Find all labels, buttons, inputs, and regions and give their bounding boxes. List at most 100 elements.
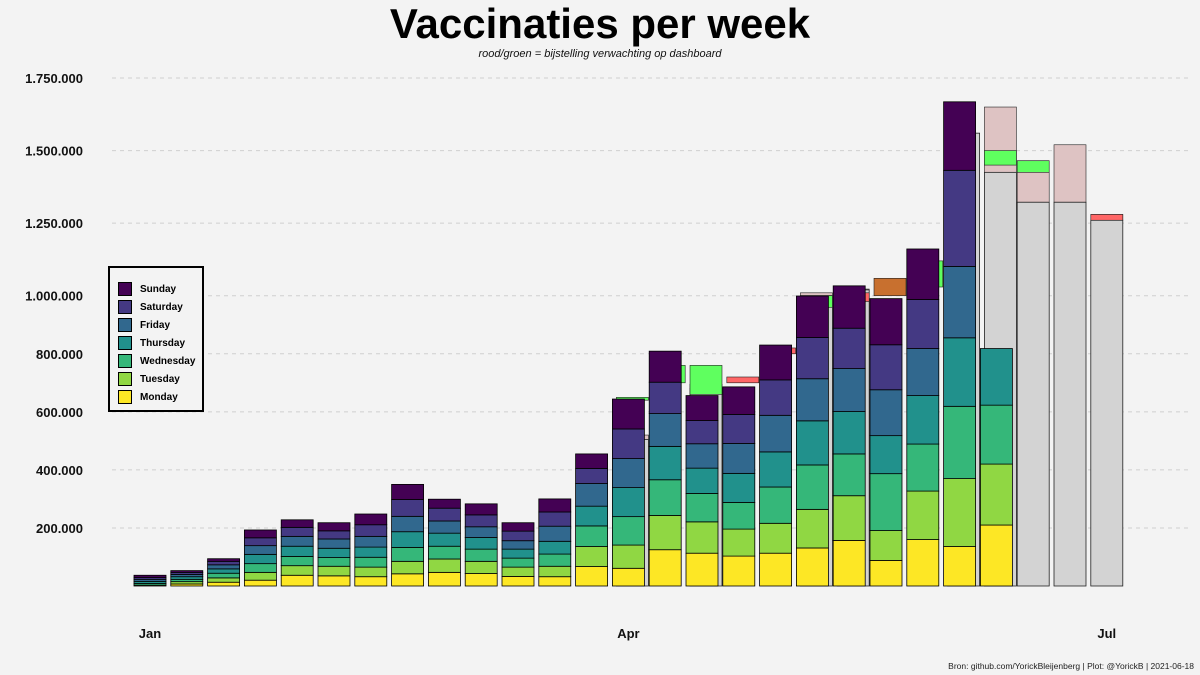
x-tick-label: Jan xyxy=(139,626,161,641)
bar-segment-monday xyxy=(722,555,756,587)
bar-segment-saturday xyxy=(391,499,425,517)
bar-segment-saturday xyxy=(464,514,498,528)
x-axis: Jan Apr Jul xyxy=(139,626,1116,641)
y-axis: 200.000 400.000 600.000 800.000 1.000.000 1.2… xyxy=(25,71,83,536)
bar-segment-friday xyxy=(207,564,241,570)
bar-segment-sunday xyxy=(317,522,351,532)
legend-swatch xyxy=(118,282,132,296)
bar-segment-thursday xyxy=(648,445,682,481)
bar-segment-thursday xyxy=(427,532,461,547)
legend-swatch xyxy=(118,390,132,404)
bar-segment-saturday xyxy=(207,560,241,566)
bar-segment-friday xyxy=(354,535,388,548)
bar-segment-tuesday xyxy=(575,546,608,567)
bar-segment-saturday xyxy=(759,379,792,416)
bar-segment-wednesday xyxy=(796,464,829,510)
bar-segment-monday xyxy=(354,576,388,587)
forecast-previous-bar xyxy=(1053,144,1087,203)
bar-segment-wednesday xyxy=(207,572,241,579)
bar-segment-tuesday xyxy=(243,571,277,581)
bar-segment-friday xyxy=(391,515,425,533)
adjustment-bar xyxy=(1016,160,1050,173)
bar-segment-thursday xyxy=(869,435,903,475)
bar-segment-saturday xyxy=(317,530,351,540)
bar-segment-tuesday xyxy=(501,566,535,577)
bar-segment-wednesday xyxy=(501,557,535,568)
bar-segment-tuesday xyxy=(869,530,903,561)
bar-segment-wednesday xyxy=(391,546,425,562)
bar-segment-tuesday xyxy=(207,577,241,583)
bar-segment-thursday xyxy=(243,553,277,565)
legend-swatch xyxy=(118,300,132,314)
bar-segment-monday xyxy=(612,567,645,587)
bar-segment-monday xyxy=(243,579,277,587)
bar-segment-tuesday xyxy=(685,521,719,554)
bar-segment-wednesday xyxy=(575,525,608,547)
bar-segment-friday xyxy=(464,526,498,538)
x-tick-label: Apr xyxy=(617,626,639,641)
bar-segment-wednesday xyxy=(243,563,277,573)
bar-segment-friday xyxy=(427,520,461,534)
bar-segment-saturday xyxy=(685,420,719,445)
bar-segment-tuesday xyxy=(759,522,792,554)
bar-segment-sunday xyxy=(943,101,976,171)
bar-segment-monday xyxy=(648,549,682,587)
bar-segment-wednesday xyxy=(612,516,645,546)
bar-segment-sunday xyxy=(427,498,461,509)
bar-segment-wednesday xyxy=(906,443,940,492)
legend-label: Tuesday xyxy=(140,373,180,385)
adjustment-bar xyxy=(984,150,1017,166)
bar-segment-tuesday xyxy=(427,558,461,573)
bar-segment-wednesday xyxy=(538,553,572,567)
adjustment-bar xyxy=(873,277,907,297)
bar-segment-friday xyxy=(832,368,866,412)
forecast-previous-bar xyxy=(800,292,833,297)
bar-segment-tuesday xyxy=(538,565,572,578)
legend-label: Monday xyxy=(140,391,178,403)
bar-segment-thursday xyxy=(759,451,792,488)
bar-segment-sunday xyxy=(243,529,277,539)
bar-segment-friday xyxy=(722,443,756,474)
bar-segment-thursday xyxy=(391,531,425,548)
bar-segment-saturday xyxy=(722,414,756,444)
bar-segment-monday xyxy=(943,546,976,587)
y-tick-label: 400.000 xyxy=(36,463,83,478)
forecast-bar xyxy=(1053,201,1087,587)
bar-segment-friday xyxy=(906,348,940,396)
bar-segment-wednesday xyxy=(317,557,351,567)
bar-segment-monday xyxy=(280,574,314,587)
bar-segment-sunday xyxy=(796,295,829,338)
bar-segment-thursday xyxy=(832,411,866,455)
bar-segment-thursday xyxy=(464,537,498,550)
bar-segment-wednesday xyxy=(280,555,314,567)
bar-segment-wednesday xyxy=(943,405,976,479)
bar-segment-friday xyxy=(685,443,719,469)
bar-segment-saturday xyxy=(796,337,829,380)
bar-segment-monday xyxy=(575,566,608,587)
legend-swatch xyxy=(118,372,132,386)
bar-segment-monday xyxy=(207,581,241,587)
bar-segment-tuesday xyxy=(354,566,388,578)
y-tick-label: 1.500.000 xyxy=(25,144,83,159)
bar-segment-wednesday xyxy=(464,548,498,562)
bar-segment-thursday xyxy=(685,467,719,494)
bar-segment-wednesday xyxy=(648,479,682,516)
bar-segment-wednesday xyxy=(722,501,756,530)
bar-segment-tuesday xyxy=(832,495,866,541)
bar-segment-sunday xyxy=(391,483,425,500)
bar-segment-saturday xyxy=(648,381,682,414)
legend-label: Wednesday xyxy=(140,355,196,367)
bar-segment-saturday xyxy=(575,468,608,484)
bar-segment-saturday xyxy=(280,526,314,537)
bar-segment-monday xyxy=(980,524,1013,587)
forecast-bar xyxy=(1090,219,1124,587)
bar-segment-tuesday xyxy=(722,528,756,557)
bar-layer xyxy=(133,101,1013,587)
bar-segment-sunday xyxy=(722,386,756,415)
bar-segment-friday xyxy=(869,389,903,437)
bar-segment-saturday xyxy=(427,507,461,522)
legend-swatch xyxy=(118,354,132,368)
chart-legend: Sunday Saturday Friday Thursday Wednesday Tue… xyxy=(108,266,204,412)
bar-segment-thursday xyxy=(906,395,940,445)
